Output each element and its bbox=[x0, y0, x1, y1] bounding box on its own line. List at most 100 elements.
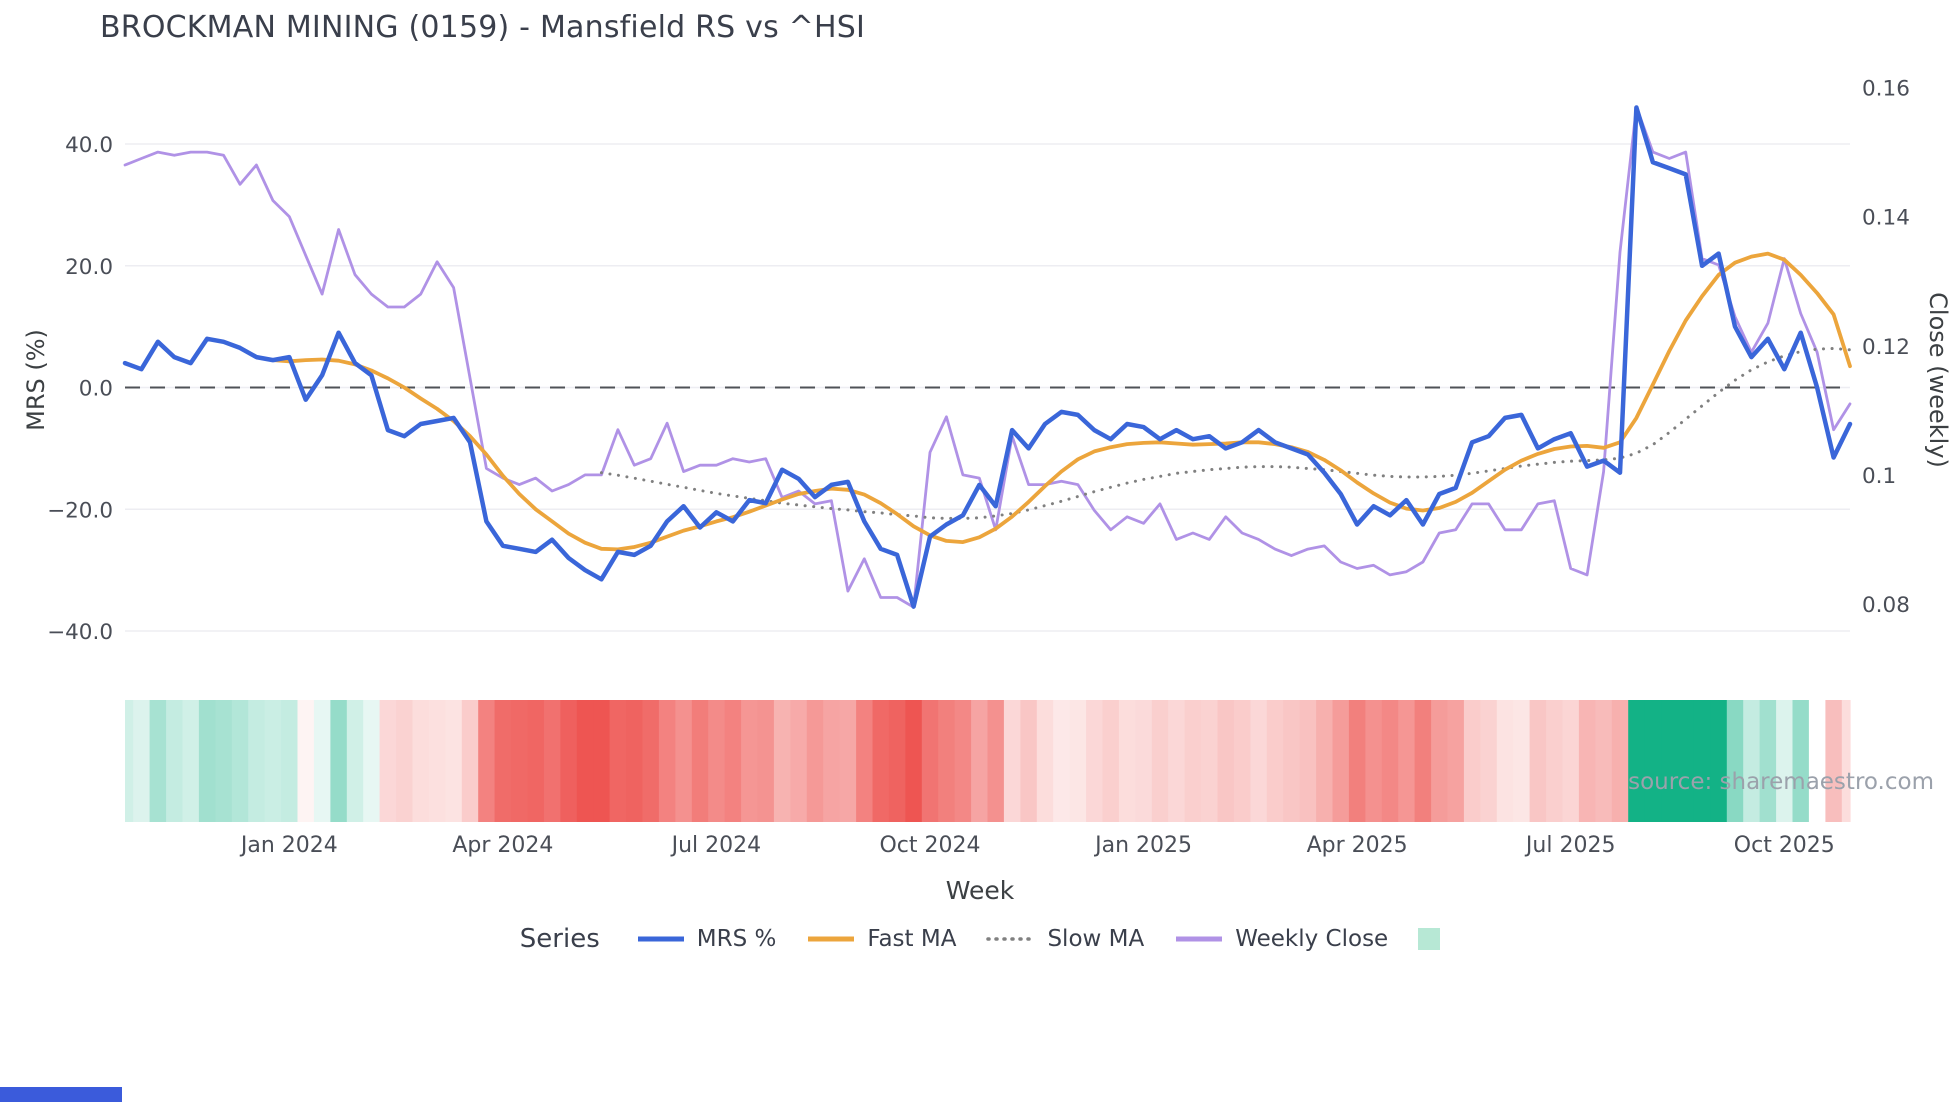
heatmap-cell bbox=[478, 700, 496, 822]
heatmap-cell bbox=[1381, 700, 1399, 822]
x-tick-label: Jan 2025 bbox=[1093, 833, 1192, 858]
heatmap-cell bbox=[1710, 700, 1728, 822]
heatmap-swatch-icon bbox=[1418, 928, 1441, 950]
y-tick-label-left: 20.0 bbox=[65, 255, 113, 280]
heatmap-cell bbox=[1792, 700, 1810, 822]
heatmap-cell bbox=[790, 700, 808, 822]
legend-label-slow-ma: Slow MA bbox=[1047, 926, 1145, 952]
heatmap-cell bbox=[1808, 700, 1826, 822]
heatmap-cell bbox=[954, 700, 972, 822]
heatmap-cell bbox=[724, 700, 742, 822]
heatmap-cell bbox=[346, 700, 364, 822]
heatmap-cell bbox=[609, 700, 627, 822]
heatmap-cell bbox=[1431, 700, 1449, 822]
heatmap-cell bbox=[1201, 700, 1219, 822]
y-axis-label-left: MRS (%) bbox=[22, 329, 50, 431]
heatmap-cell bbox=[1776, 700, 1794, 822]
heatmap-cell bbox=[1020, 700, 1038, 822]
heatmap-cell bbox=[1595, 700, 1613, 822]
heatmap-cell bbox=[231, 700, 249, 822]
page-title: BROCKMAN MINING (0159) - Mansfield RS vs… bbox=[100, 10, 866, 45]
heatmap-cell bbox=[1661, 700, 1679, 822]
heatmap-cell bbox=[1496, 700, 1514, 822]
heatmap-cell bbox=[1348, 700, 1366, 822]
heatmap-cell bbox=[576, 700, 594, 822]
series-line-weekly-close bbox=[123, 105, 1852, 609]
heatmap-cell bbox=[1578, 700, 1596, 822]
heatmap-cell bbox=[543, 700, 561, 822]
heatmap-cell bbox=[1480, 700, 1498, 822]
heatmap-cell bbox=[642, 700, 660, 822]
legend-label-weekly-close: Weekly Close bbox=[1235, 926, 1389, 952]
heatmap-cell bbox=[379, 700, 397, 822]
heatmap-cell bbox=[396, 700, 414, 822]
heatmap-cell bbox=[1825, 700, 1843, 822]
heatmap-cell bbox=[938, 700, 956, 822]
heatmap-cell bbox=[1086, 700, 1104, 822]
heatmap-cell bbox=[626, 700, 644, 822]
heatmap-cell bbox=[1053, 700, 1071, 822]
y-tick-label-right: 0.08 bbox=[1862, 593, 1910, 618]
heatmap-cell bbox=[1332, 700, 1350, 822]
heatmap-cell bbox=[133, 700, 151, 822]
y-tick-label-left: 0.0 bbox=[79, 377, 113, 402]
heatmap-cell bbox=[1283, 700, 1301, 822]
heatmap-cell bbox=[971, 700, 989, 822]
y-tick-label-right: 0.16 bbox=[1862, 77, 1910, 102]
heatmap-cell bbox=[313, 700, 331, 822]
heatmap-cell bbox=[264, 700, 282, 822]
heatmap-cell bbox=[1069, 700, 1087, 822]
y-tick-label-right: 0.12 bbox=[1862, 335, 1910, 360]
legend-item-heatmap[interactable] bbox=[1418, 928, 1441, 950]
heatmap-cell bbox=[281, 700, 299, 822]
legend-item-slow-ma[interactable]: Slow MA bbox=[986, 926, 1144, 952]
legend-item-weekly-close[interactable]: Weekly Close bbox=[1174, 926, 1388, 952]
heatmap-cell bbox=[1693, 700, 1711, 822]
heatmap-cell bbox=[511, 700, 529, 822]
heatmap-cell bbox=[1562, 700, 1580, 822]
y-tick-label-right: 0.1 bbox=[1862, 464, 1896, 489]
series-line-slow-ma bbox=[599, 347, 1852, 520]
heatmap-cell bbox=[1447, 700, 1465, 822]
heatmap-cell bbox=[856, 700, 874, 822]
heatmap-cell bbox=[1036, 700, 1054, 822]
heatmap-cell bbox=[1726, 700, 1744, 822]
heatmap-cell bbox=[1841, 700, 1851, 822]
heatmap-cell bbox=[1463, 700, 1481, 822]
heatmap-cell bbox=[412, 700, 430, 822]
mrs-line-swatch-icon bbox=[636, 934, 686, 944]
heatmap-cell bbox=[675, 700, 693, 822]
heatmap-cell bbox=[1365, 700, 1383, 822]
heatmap-cell bbox=[839, 700, 857, 822]
x-tick-label: Jul 2024 bbox=[670, 833, 762, 858]
heatmap-cell bbox=[1217, 700, 1235, 822]
heatmap-cell bbox=[987, 700, 1005, 822]
x-tick-label: Oct 2024 bbox=[879, 833, 980, 858]
x-tick-label: Jan 2024 bbox=[239, 833, 338, 858]
x-tick-label: Oct 2025 bbox=[1734, 833, 1835, 858]
heatmap-cell bbox=[888, 700, 906, 822]
legend-title: Series bbox=[519, 924, 600, 954]
heatmap-cell bbox=[1611, 700, 1629, 822]
heatmap-cell bbox=[1529, 700, 1547, 822]
heatmap-cell bbox=[166, 700, 184, 822]
heatmap-cell bbox=[658, 700, 676, 822]
heatmap-cell bbox=[182, 700, 200, 822]
heatmap-cell bbox=[921, 700, 939, 822]
heatmap-cell bbox=[1546, 700, 1564, 822]
heatmap-cell bbox=[1414, 700, 1432, 822]
heatmap-cell bbox=[708, 700, 726, 822]
legend-label-fast-ma: Fast MA bbox=[867, 926, 957, 952]
heatmap-cell bbox=[1398, 700, 1416, 822]
heatmap-cell bbox=[527, 700, 545, 822]
y-tick-label-right: 0.14 bbox=[1862, 206, 1910, 231]
legend-item-mrs[interactable]: MRS % bbox=[636, 926, 776, 952]
y-axis-label-right: Close (weekly) bbox=[1924, 292, 1952, 468]
slow-ma-dotted-swatch-icon bbox=[986, 934, 1037, 944]
heatmap-cell bbox=[1299, 700, 1317, 822]
x-tick-label: Apr 2025 bbox=[1307, 833, 1408, 858]
legend-item-fast-ma[interactable]: Fast MA bbox=[806, 926, 956, 952]
heatmap-cell bbox=[1151, 700, 1169, 822]
